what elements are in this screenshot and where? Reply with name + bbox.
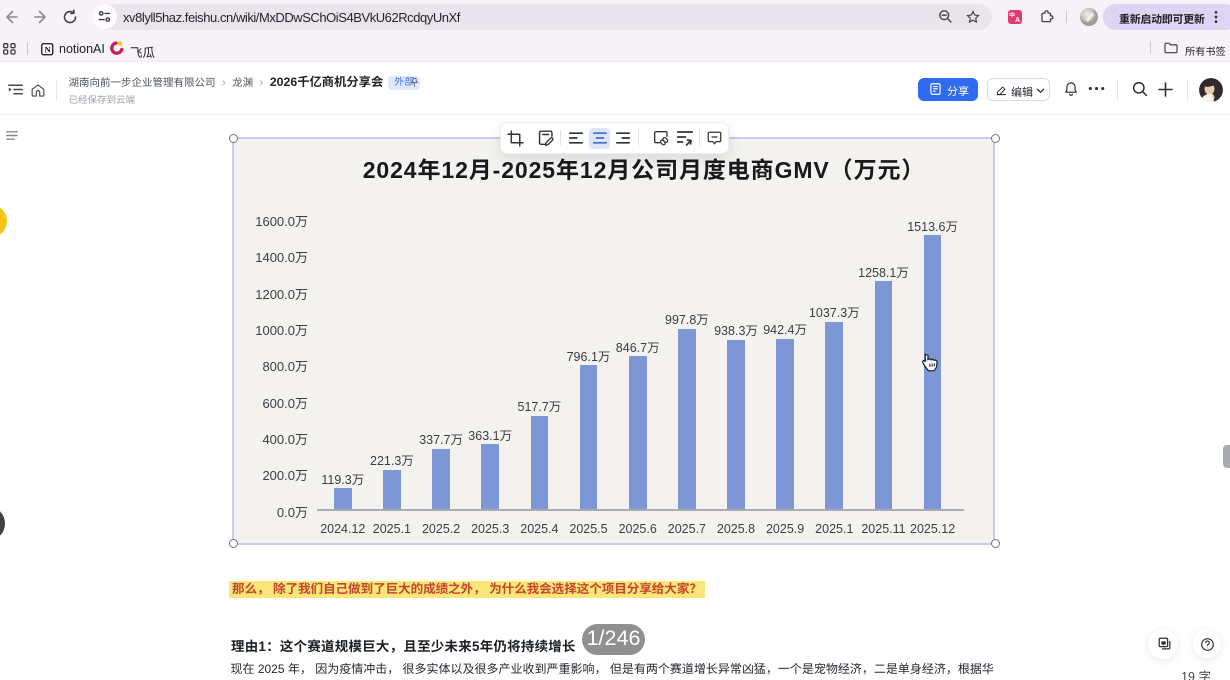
svg-text:N: N	[44, 45, 51, 55]
svg-text:中: 中	[1009, 11, 1015, 19]
svg-text:A: A	[1015, 17, 1020, 24]
